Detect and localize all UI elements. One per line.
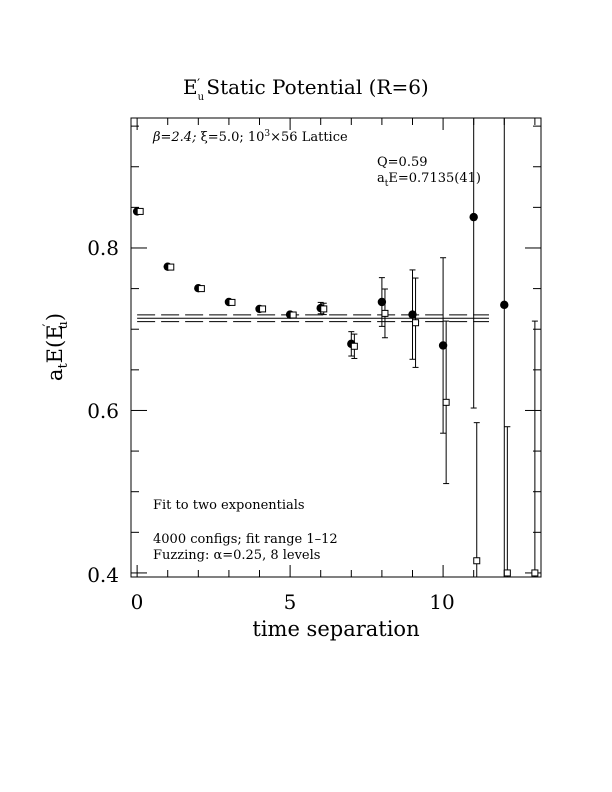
x-axis-label: time separation xyxy=(252,617,419,641)
chart-title: Eu′ Static Potential (R=6) xyxy=(183,75,429,103)
y-tick-label: 0.6 xyxy=(87,399,119,423)
data-marks xyxy=(132,118,539,577)
data-point-circle xyxy=(377,297,387,307)
data-point-square xyxy=(503,569,511,577)
data-point-square xyxy=(412,319,420,327)
data-point-square xyxy=(289,311,297,319)
data-point-square xyxy=(531,569,539,577)
fit-description: Fit to two exponentials xyxy=(153,498,305,513)
data-point-square xyxy=(136,207,144,215)
fit-band xyxy=(137,314,489,323)
plot-frame xyxy=(130,117,542,578)
x-tick-label: 0 xyxy=(131,590,144,614)
q-annotation: Q=0.59 xyxy=(377,155,428,170)
fuzzing-annotation: Fuzzing: α=0.25, 8 levels xyxy=(153,548,320,563)
lattice-annotation: β=2.4; ξ=5.0; 103×56 Lattice xyxy=(152,129,348,145)
data-point-square xyxy=(167,263,175,271)
data-point-square xyxy=(197,285,205,293)
x-tick-label: 10 xyxy=(429,590,454,614)
y-tick-label: 0.8 xyxy=(87,236,119,260)
data-point-circle xyxy=(500,300,509,310)
data-point-circle xyxy=(408,310,417,319)
data-point-circle xyxy=(438,341,448,350)
data-point-square xyxy=(259,305,267,313)
data-point-square xyxy=(381,309,389,317)
y-axis-label: atE(E′u) xyxy=(41,313,71,381)
data-point-square xyxy=(473,557,481,565)
data-point-square xyxy=(442,398,450,406)
fit-energy-annotation: atE=0.7135(41) xyxy=(377,171,481,189)
data-point-square xyxy=(228,298,236,306)
data-point-square xyxy=(350,342,358,350)
data-point-square xyxy=(320,305,328,313)
y-tick-label: 0.4 xyxy=(87,563,119,587)
configs-annotation: 4000 configs; fit range 1–12 xyxy=(153,532,338,547)
x-tick-label: 5 xyxy=(284,590,297,614)
data-point-circle xyxy=(469,212,478,222)
